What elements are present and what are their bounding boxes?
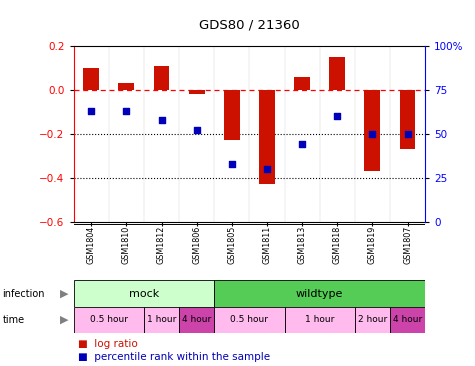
- Bar: [74, 307, 144, 333]
- Bar: [259, 90, 275, 184]
- Point: [158, 117, 165, 123]
- Text: GDS80 / 21360: GDS80 / 21360: [199, 18, 300, 31]
- Bar: [74, 280, 214, 307]
- Text: mock: mock: [129, 288, 159, 299]
- Point: [193, 127, 200, 133]
- Bar: [83, 68, 99, 90]
- Text: infection: infection: [2, 288, 45, 299]
- Text: 0.5 hour: 0.5 hour: [90, 315, 128, 324]
- Text: 1 hour: 1 hour: [147, 315, 176, 324]
- Point: [123, 108, 130, 114]
- Point: [404, 131, 411, 137]
- Text: ▶: ▶: [60, 315, 69, 325]
- Text: GSM1811: GSM1811: [263, 225, 271, 264]
- Text: GSM1819: GSM1819: [368, 225, 377, 264]
- Bar: [399, 90, 416, 149]
- Text: ■  percentile rank within the sample: ■ percentile rank within the sample: [78, 352, 270, 362]
- Text: ■  log ratio: ■ log ratio: [78, 339, 138, 349]
- Text: 0.5 hour: 0.5 hour: [230, 315, 268, 324]
- Bar: [294, 76, 310, 90]
- Bar: [118, 83, 134, 90]
- Text: GSM1813: GSM1813: [298, 225, 306, 264]
- Point: [228, 161, 236, 167]
- Text: GSM1805: GSM1805: [228, 225, 236, 264]
- Text: GSM1818: GSM1818: [333, 225, 342, 264]
- Bar: [144, 307, 179, 333]
- Text: wildtype: wildtype: [296, 288, 343, 299]
- Bar: [364, 90, 380, 171]
- Text: 4 hour: 4 hour: [182, 315, 211, 324]
- Point: [263, 166, 271, 172]
- Text: 1 hour: 1 hour: [305, 315, 334, 324]
- Bar: [214, 280, 425, 307]
- Text: GSM1804: GSM1804: [87, 225, 95, 264]
- Bar: [285, 307, 355, 333]
- Bar: [189, 90, 205, 94]
- Text: GSM1807: GSM1807: [403, 225, 412, 264]
- Bar: [355, 307, 390, 333]
- Bar: [179, 307, 214, 333]
- Text: GSM1812: GSM1812: [157, 225, 166, 264]
- Point: [369, 131, 376, 137]
- Bar: [153, 66, 170, 90]
- Text: GSM1810: GSM1810: [122, 225, 131, 264]
- Point: [87, 108, 95, 114]
- Text: time: time: [2, 315, 25, 325]
- Bar: [214, 307, 285, 333]
- Point: [298, 141, 306, 147]
- Bar: [390, 307, 425, 333]
- Text: GSM1806: GSM1806: [192, 225, 201, 264]
- Point: [333, 113, 341, 119]
- Text: ▶: ▶: [60, 288, 69, 299]
- Text: 4 hour: 4 hour: [393, 315, 422, 324]
- Text: 2 hour: 2 hour: [358, 315, 387, 324]
- Bar: [224, 90, 240, 141]
- Bar: [329, 57, 345, 90]
